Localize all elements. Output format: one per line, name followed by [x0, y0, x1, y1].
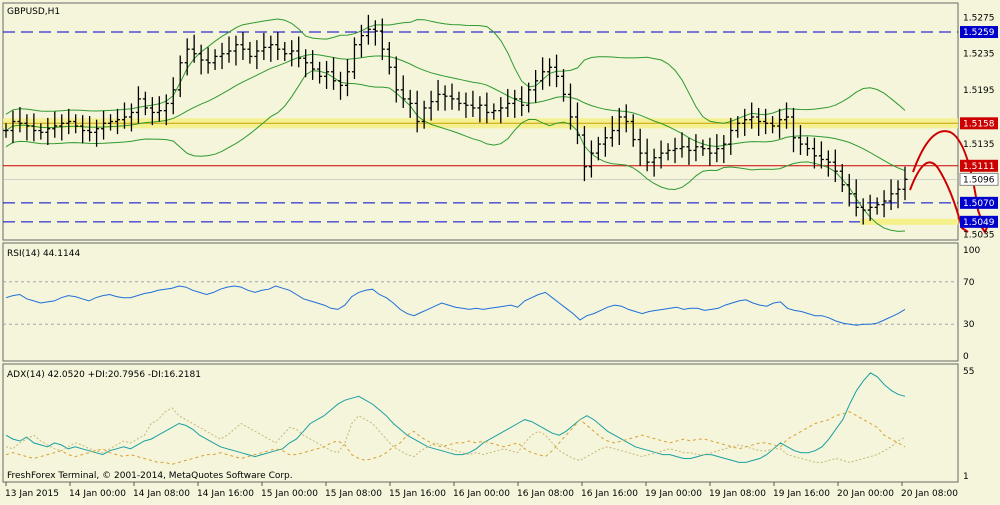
x-axis-tick-label: 14 Jan 00:00	[69, 489, 126, 499]
adx-axis-tick-label: 1	[963, 472, 969, 482]
x-axis-tick-label: 20 Jan 00:00	[837, 489, 894, 499]
rsi-axis-tick-label: 30	[963, 320, 975, 330]
level-label: 1.5158	[963, 119, 995, 129]
x-axis-tick-label: 14 Jan 16:00	[197, 489, 254, 499]
x-axis-tick-label: 14 Jan 08:00	[133, 489, 190, 499]
price-axis-tick-label: 1.5275	[963, 14, 995, 24]
x-axis-tick-label: 20 Jan 08:00	[901, 489, 958, 499]
level-label: 1.5259	[963, 28, 995, 38]
x-axis-tick-label: 15 Jan 08:00	[325, 489, 382, 499]
x-axis-tick-label: 15 Jan 16:00	[389, 489, 446, 499]
x-axis-tick-label: 19 Jan 08:00	[709, 489, 766, 499]
adx-title: ADX(14) 42.0520 +DI:20.7956 -DI:16.2181	[7, 370, 201, 380]
level-label: 1.5049	[963, 218, 995, 228]
adx-axis-tick-label: 55	[963, 367, 974, 377]
rsi-axis-tick-label: 0	[963, 352, 969, 362]
price-axis-tick-label: 1.5135	[963, 140, 995, 150]
rsi-axis-tick-label: 100	[963, 246, 980, 256]
x-axis-tick-label: 19 Jan 16:00	[773, 489, 830, 499]
x-axis-tick-label: 16 Jan 16:00	[581, 489, 638, 499]
x-axis-tick-label: 13 Jan 2015	[5, 489, 59, 499]
price-axis-tick-label: 1.5235	[963, 50, 995, 60]
x-axis-tick-label: 16 Jan 08:00	[517, 489, 574, 499]
x-axis-tick-label: 15 Jan 00:00	[261, 489, 318, 499]
level-label: 1.5070	[963, 199, 995, 209]
price-chart-title: GBPUSD,H1	[7, 7, 60, 17]
price-axis-tick-label: 1.5035	[963, 230, 995, 240]
rsi-title: RSI(14) 44.1144	[7, 249, 80, 259]
level-label: 1.5096	[963, 175, 995, 185]
rsi-axis-tick-label: 70	[963, 278, 975, 288]
footer-copyright: FreshForex Terminal, © 2001-2014, MetaQu…	[7, 471, 293, 481]
x-axis-tick-label: 19 Jan 00:00	[645, 489, 702, 499]
price-axis-tick-label: 1.5195	[963, 86, 995, 96]
x-axis-tick-label: 16 Jan 00:00	[453, 489, 510, 499]
level-label: 1.5111	[963, 162, 995, 172]
